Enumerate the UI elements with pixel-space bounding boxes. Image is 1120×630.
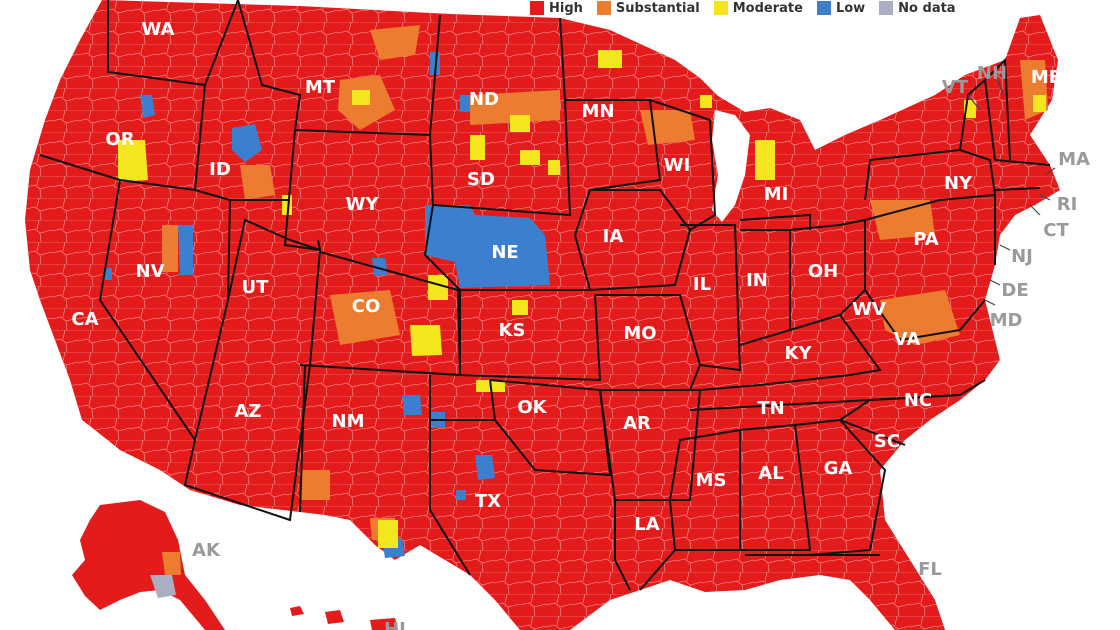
- state-label-ut: UT: [242, 277, 270, 298]
- state-label-nj: NJ: [1011, 246, 1033, 267]
- state-label-mo: MO: [623, 323, 656, 344]
- legend-label-low: Low: [835, 0, 866, 16]
- state-label-ct: CT: [1043, 220, 1069, 241]
- alaska-substantial: [162, 552, 181, 575]
- alaska-no-data: [150, 575, 176, 598]
- state-label-id: ID: [209, 159, 231, 180]
- state-label-me: ME: [1031, 67, 1061, 88]
- state-label-or: OR: [105, 129, 134, 150]
- state-label-ne: NE: [491, 242, 518, 263]
- state-label-oh: OH: [808, 261, 838, 282]
- state-label-ak: AK: [192, 540, 221, 561]
- state-boundaries: [39, 0, 1051, 591]
- state-label-ma: MA: [1058, 149, 1090, 170]
- state-label-mt: MT: [305, 77, 336, 98]
- legend-swatch-no-data: [879, 1, 894, 15]
- alaska: [72, 500, 225, 630]
- state-label-nc: NC: [904, 390, 932, 411]
- legend-item-substantial: Substantial: [596, 0, 700, 16]
- state-label-ca: CA: [71, 309, 98, 330]
- state-label-wy: WY: [346, 194, 380, 215]
- state-label-nv: NV: [136, 261, 165, 282]
- state-label-va: VA: [894, 329, 921, 350]
- legend: High Substantial Moderate Low No data: [530, 0, 956, 16]
- state-label-pa: PA: [913, 229, 939, 250]
- state-label-tn: TN: [757, 398, 784, 419]
- state-label-nm: NM: [332, 411, 365, 432]
- legend-label-substantial: Substantial: [615, 0, 700, 16]
- state-labels: WA OR CA ID NV MT WY UT AZ CO NM ND SD N…: [71, 19, 1090, 630]
- state-label-la: LA: [634, 514, 659, 535]
- state-label-sd: SD: [467, 169, 495, 190]
- legend-label-no-data: No data: [898, 0, 956, 16]
- lake-michigan: [712, 110, 750, 222]
- state-label-ia: IA: [603, 226, 624, 247]
- state-label-ar: AR: [623, 413, 651, 434]
- legend-item-low: Low: [816, 0, 866, 16]
- legend-label-moderate: Moderate: [732, 0, 803, 16]
- state-label-wv: WV: [852, 299, 886, 320]
- state-label-fl: FL: [918, 559, 942, 580]
- legend-item-moderate: Moderate: [713, 0, 803, 16]
- hawaii: [290, 606, 398, 630]
- legend-swatch-low: [816, 1, 831, 15]
- state-label-nh: NH: [977, 63, 1007, 84]
- state-label-ok: OK: [517, 397, 547, 418]
- legend-swatch-substantial: [596, 1, 611, 15]
- state-label-sc: SC: [874, 431, 900, 452]
- legend-swatch-moderate: [713, 1, 728, 15]
- state-label-tx: TX: [475, 491, 501, 512]
- state-label-md: MD: [990, 310, 1023, 331]
- state-label-ga: GA: [824, 458, 853, 479]
- state-label-ny: NY: [944, 173, 973, 194]
- state-label-al: AL: [758, 463, 783, 484]
- state-label-ky: KY: [785, 343, 813, 364]
- state-label-mn: MN: [582, 101, 615, 122]
- legend-label-high: High: [549, 0, 583, 16]
- state-label-il: IL: [693, 274, 711, 295]
- legend-item-no-data: No data: [879, 0, 956, 16]
- low-transmission-counties: [104, 52, 550, 558]
- state-label-de: DE: [1001, 280, 1028, 301]
- state-label-vt: VT: [942, 77, 969, 98]
- state-label-co: CO: [352, 296, 381, 317]
- state-label-wa: WA: [142, 19, 175, 40]
- legend-item-high: High: [530, 1, 583, 16]
- state-label-hi: HI: [384, 619, 406, 630]
- legend-swatch-high: [530, 1, 544, 15]
- state-label-ri: RI: [1057, 194, 1078, 215]
- state-label-ms: MS: [696, 470, 727, 491]
- state-label-wi: WI: [664, 155, 691, 176]
- label-leaders: [967, 79, 1056, 306]
- state-label-ks: KS: [499, 320, 526, 341]
- state-label-mi: MI: [764, 184, 789, 205]
- state-label-in: IN: [746, 270, 768, 291]
- state-label-nd: ND: [469, 89, 499, 110]
- state-label-az: AZ: [235, 401, 262, 422]
